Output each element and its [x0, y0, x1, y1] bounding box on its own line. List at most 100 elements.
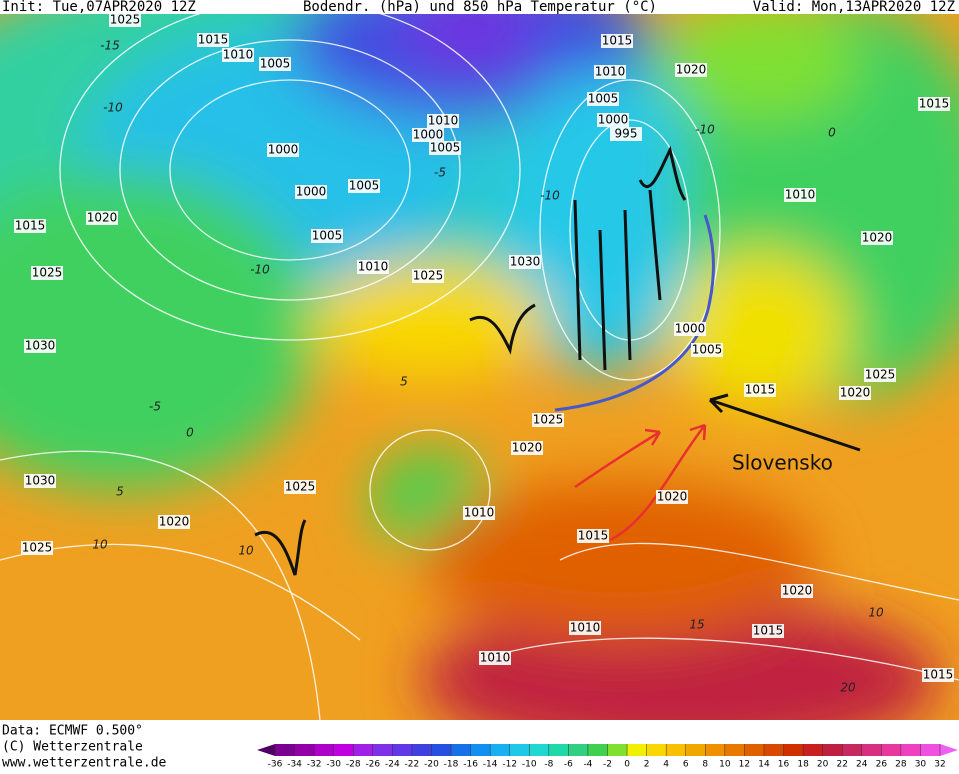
isobar-label-bg: [295, 185, 327, 199]
isobar-label: 1015: [602, 34, 633, 48]
isobar-label-bg: [861, 231, 893, 245]
colorbar-label: 28: [895, 760, 907, 770]
colorbar-segment: [705, 744, 726, 756]
temperature-label: -10: [103, 101, 123, 115]
colorbar-segment: [529, 744, 550, 756]
colorbar-segment: [900, 744, 921, 756]
isobar-label: 1000: [598, 113, 629, 127]
colorbar-label: 2: [644, 760, 650, 770]
isobar-label: 1015: [753, 624, 784, 638]
isobar-label-bg: [222, 48, 254, 62]
colorbar-label: 16: [778, 760, 790, 770]
colorbar-segment: [392, 744, 413, 756]
isobar-label: 1010: [223, 48, 254, 62]
temperature-label: 0: [186, 426, 194, 440]
colorbar-segment: [314, 744, 335, 756]
colorbar-label: -18: [444, 760, 459, 770]
isobar-label: 1005: [312, 229, 343, 243]
temperature-label: -10: [695, 123, 715, 137]
isobar-label: 1020: [862, 231, 893, 245]
temperature-label: -10: [250, 263, 270, 277]
colorbar-arrow: [257, 744, 275, 756]
isobar-label: 1005: [260, 57, 291, 71]
colorbar-segment: [451, 744, 472, 756]
isobar-label: 1000: [296, 185, 327, 199]
isobar-label: 1010: [570, 621, 601, 635]
isobar-label: 1030: [25, 339, 56, 353]
colorbar-label: 32: [934, 760, 945, 770]
colorbar-segment: [275, 744, 296, 756]
isobar-label: 1000: [413, 128, 444, 142]
isobar-label: 1005: [588, 92, 619, 106]
isobar-label: 1000: [268, 143, 299, 157]
colorbar-label: -34: [287, 760, 302, 770]
isobar-label: 1015: [198, 33, 229, 47]
isobar-label-bg: [509, 255, 541, 269]
colorbar-segment: [333, 744, 354, 756]
isobar-label-bg: [784, 188, 816, 202]
colorbar-segment: [842, 744, 863, 756]
isobar-label: 1015: [919, 97, 950, 111]
colorbar-label: -26: [365, 760, 380, 770]
isobar-label-bg: [412, 269, 444, 283]
isobar-label-bg: [24, 474, 56, 488]
annotation: Slovensko: [732, 451, 833, 475]
isobar-label: 1025: [533, 413, 564, 427]
colorbar-label: -4: [583, 760, 592, 770]
temperature-label: 10: [238, 544, 254, 558]
isobar-label-bg: [594, 65, 626, 79]
data-source: Data: ECMWF 0.500°: [2, 724, 143, 739]
isobar-label: 1010: [358, 260, 389, 274]
isobar-label: 1015: [15, 219, 46, 233]
colorbar-label: -20: [424, 760, 439, 770]
isobar-label-bg: [109, 13, 141, 27]
colorbar-segment: [607, 744, 628, 756]
isobar-label: 1010: [464, 506, 495, 520]
colorbar-label: 8: [702, 760, 708, 770]
colorbar-segment: [763, 744, 785, 756]
isobar-label-bg: [587, 92, 619, 106]
isobar-label: 1005: [349, 179, 380, 193]
isobar-label: 1025: [22, 541, 53, 555]
colorbar-label: 14: [758, 760, 770, 770]
colorbar-arrow: [940, 744, 958, 756]
colorbar-label: -8: [544, 760, 553, 770]
colorbar-label: -10: [522, 760, 537, 770]
isobar-label: 1005: [692, 343, 723, 357]
valid-time: Valid: Mon,13APR2020 12Z: [753, 0, 955, 15]
isobar-label-bg: [601, 34, 633, 48]
colorbar-label: 6: [683, 760, 689, 770]
isobar-label: 1015: [578, 529, 609, 543]
temperature-label: 5: [116, 485, 124, 499]
colorbar-label: 30: [915, 760, 927, 770]
isobar-label-bg: [14, 219, 46, 233]
colorbar-label: 4: [663, 760, 669, 770]
isobar-label: 1000: [675, 322, 706, 336]
colorbar-label: 20: [817, 760, 829, 770]
colorbar-segment: [783, 744, 804, 756]
colorbar-segment: [803, 744, 824, 756]
temperature-label: 0: [828, 126, 836, 140]
colorbar-label: 10: [719, 760, 731, 770]
isobar-label-bg: [781, 584, 813, 598]
isobar-label-bg: [511, 441, 543, 455]
isobar-label: 1025: [110, 13, 141, 27]
colorbar-label: -32: [307, 760, 322, 770]
isobar-label-bg: [348, 179, 380, 193]
isobar-label-bg: [752, 624, 784, 638]
temperature-label: -15: [100, 39, 120, 53]
colorbar-segment: [685, 744, 706, 756]
temperature-label: 15: [689, 618, 704, 632]
temperature-label: -5: [434, 166, 446, 180]
colorbar-label: 12: [739, 760, 750, 770]
isobar-label-bg: [412, 128, 444, 142]
isobar-label-bg: [532, 413, 564, 427]
isobar-label-bg: [267, 143, 299, 157]
isobar-label-bg: [427, 114, 459, 128]
isobar-label: 1025: [32, 266, 63, 280]
colorbar-segment: [353, 744, 374, 756]
colorbar-segment: [568, 744, 589, 756]
isobar-label: 1020: [159, 515, 190, 529]
